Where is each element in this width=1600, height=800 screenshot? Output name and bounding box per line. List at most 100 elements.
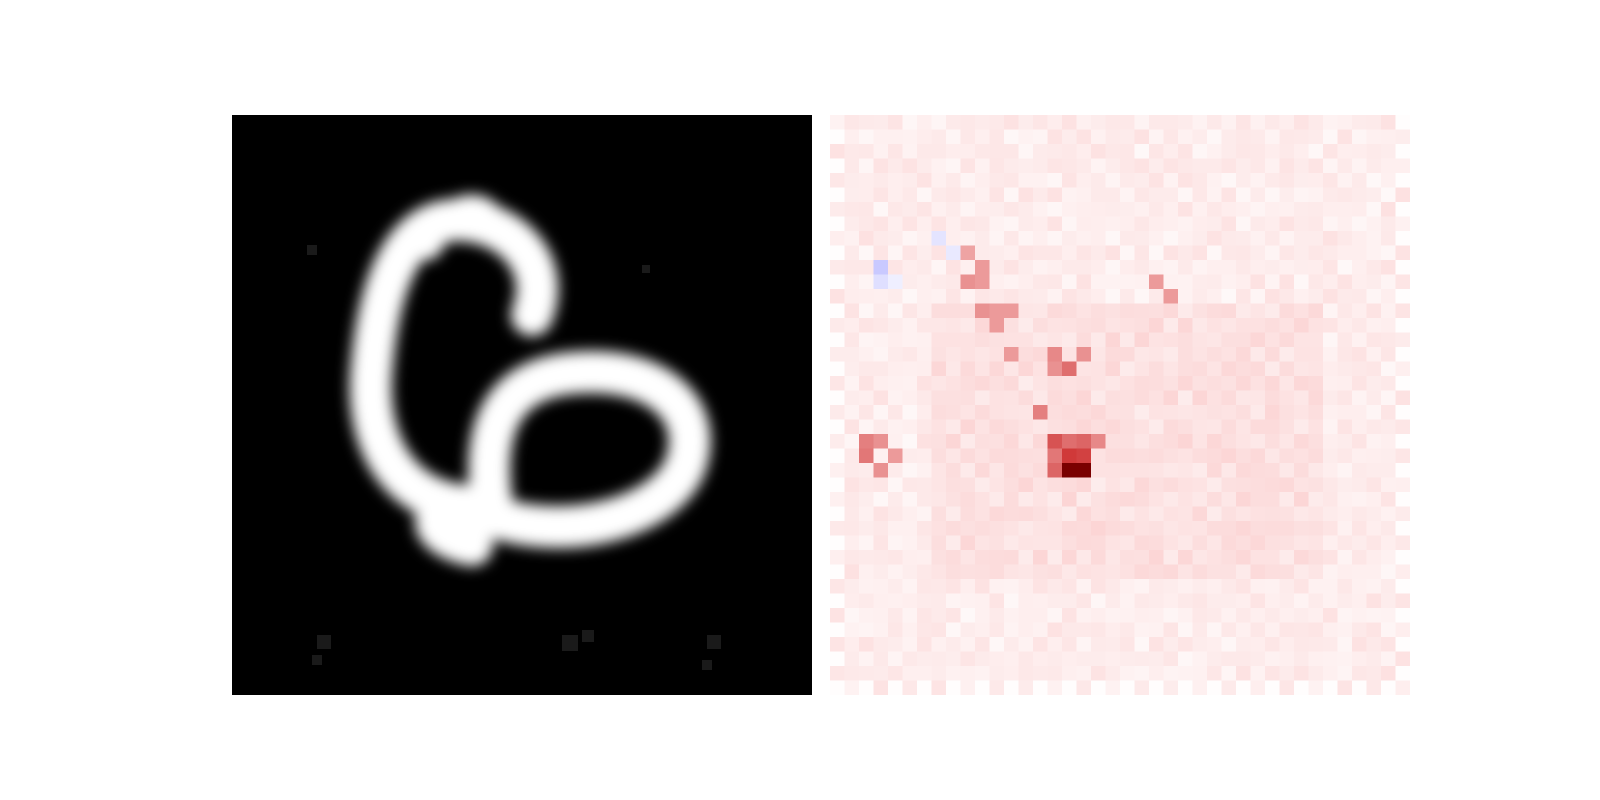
heatmap-cell xyxy=(1221,448,1237,464)
heatmap-cell xyxy=(1062,463,1077,478)
heatmap-cell xyxy=(1105,202,1121,217)
heatmap-cell xyxy=(1265,593,1280,609)
heatmap-cell xyxy=(1395,318,1410,333)
heatmap-cell xyxy=(1294,260,1309,275)
heatmap-cell xyxy=(1004,158,1019,174)
heatmap-cell xyxy=(1323,680,1338,695)
heatmap-cell xyxy=(1221,622,1237,638)
digit-plot xyxy=(232,115,812,695)
heatmap-cell xyxy=(1221,666,1237,681)
heatmap-cell xyxy=(1308,158,1324,174)
heatmap-cell xyxy=(1207,680,1222,695)
heatmap-cell xyxy=(989,477,1005,493)
heatmap-cell xyxy=(1236,492,1251,507)
heatmap-cell xyxy=(859,274,874,290)
heatmap-cell xyxy=(1091,289,1106,304)
heatmap-cell xyxy=(1033,405,1048,420)
heatmap-cell xyxy=(1294,564,1309,580)
heatmap-cell xyxy=(1120,332,1135,348)
heatmap-cell xyxy=(1381,303,1396,319)
heatmap-cell xyxy=(975,332,990,348)
heatmap-cell xyxy=(946,666,961,681)
heatmap-cell xyxy=(888,173,903,188)
heatmap-cell xyxy=(1105,158,1121,174)
heatmap-cell xyxy=(1105,666,1121,681)
heatmap-cell xyxy=(1337,680,1353,695)
heatmap-cell xyxy=(830,260,845,275)
digit-stroke-top-hook xyxy=(412,194,505,260)
heatmap-cell xyxy=(1062,115,1077,130)
heatmap-cell xyxy=(1178,477,1193,493)
heatmap-cell xyxy=(1236,245,1251,261)
heatmap-cell xyxy=(1134,622,1150,638)
heatmap-cell xyxy=(1395,637,1410,652)
heatmap-cell xyxy=(1279,390,1295,406)
heatmap-cell xyxy=(1207,521,1222,536)
heatmap-cell xyxy=(1250,463,1266,478)
heatmap-cell xyxy=(1163,347,1179,362)
heatmap-cell xyxy=(1366,666,1382,681)
heatmap-plot xyxy=(830,115,1410,695)
heatmap-cell xyxy=(1221,129,1237,145)
heatmap-cell xyxy=(975,680,990,695)
heatmap-cell xyxy=(1105,376,1121,391)
heatmap-cell xyxy=(830,593,845,609)
heatmap-cell xyxy=(1323,245,1338,261)
heatmap-cell xyxy=(1178,419,1193,435)
heatmap-cell xyxy=(830,419,845,435)
heatmap-cell xyxy=(830,521,845,536)
heatmap-cell xyxy=(1279,593,1295,609)
heatmap-cell xyxy=(1352,477,1367,493)
heatmap-cell xyxy=(859,680,874,695)
heatmap-cell xyxy=(1337,202,1353,217)
heatmap-cell xyxy=(1033,289,1048,304)
heatmap-cell xyxy=(902,390,918,406)
heatmap-cell xyxy=(946,318,961,333)
heatmap-cell xyxy=(975,651,990,667)
heatmap-cell xyxy=(1033,492,1048,507)
heatmap-cell xyxy=(1236,463,1251,478)
heatmap-cell xyxy=(931,680,947,695)
heatmap-cell xyxy=(1395,477,1410,493)
heatmap-cell xyxy=(1337,637,1353,652)
heatmap-cell xyxy=(1192,419,1208,435)
heatmap-cell xyxy=(1192,434,1208,449)
heatmap-cell xyxy=(1395,260,1410,275)
heatmap-cell xyxy=(844,419,860,435)
heatmap-cell xyxy=(1250,158,1266,174)
heatmap-cell xyxy=(989,550,1005,565)
heatmap-cell xyxy=(1163,390,1179,406)
heatmap-cell xyxy=(1192,289,1208,304)
heatmap-cell xyxy=(1395,173,1410,188)
digit-noise-speck xyxy=(707,635,721,649)
heatmap-cell xyxy=(1178,144,1193,159)
heatmap-cell xyxy=(1207,651,1222,667)
heatmap-cell xyxy=(1294,637,1309,652)
heatmap-cell xyxy=(931,448,947,464)
heatmap-cell xyxy=(1149,680,1164,695)
heatmap-cell xyxy=(1337,477,1353,493)
heatmap-cell xyxy=(1091,303,1106,319)
heatmap-cell xyxy=(1381,216,1396,232)
heatmap-cell xyxy=(1134,506,1150,522)
heatmap-cell xyxy=(989,405,1005,420)
heatmap-cell xyxy=(1076,564,1092,580)
heatmap-cell xyxy=(1076,666,1092,681)
heatmap-cell xyxy=(946,651,961,667)
heatmap-cell xyxy=(844,318,860,333)
heatmap-cell xyxy=(1163,274,1179,290)
heatmap-cell xyxy=(1250,666,1266,681)
heatmap-cell xyxy=(1192,550,1208,565)
heatmap-cell xyxy=(1018,477,1034,493)
heatmap-cell xyxy=(1381,535,1396,551)
heatmap-cell xyxy=(844,550,860,565)
heatmap-cell xyxy=(1134,332,1150,348)
heatmap-cell xyxy=(1294,535,1309,551)
heatmap-cell xyxy=(1395,434,1410,449)
heatmap-cell xyxy=(1062,390,1077,406)
heatmap-cell xyxy=(1294,202,1309,217)
heatmap-cell xyxy=(1250,448,1266,464)
heatmap-cell xyxy=(1062,158,1077,174)
heatmap-cell xyxy=(1323,637,1338,652)
heatmap-cell xyxy=(931,405,947,420)
